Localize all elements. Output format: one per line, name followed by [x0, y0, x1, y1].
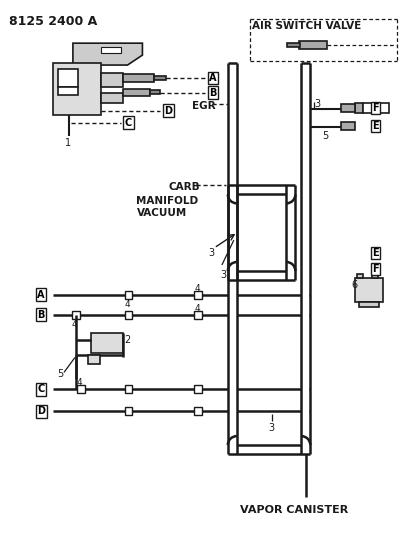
Text: 5: 5 — [321, 131, 328, 141]
Text: 8125 2400 A: 8125 2400 A — [9, 15, 97, 28]
Text: D: D — [37, 406, 45, 416]
Bar — [354, 103, 362, 113]
Text: B: B — [37, 310, 45, 320]
Text: 5: 5 — [57, 369, 63, 379]
Text: 3: 3 — [313, 99, 319, 109]
Bar — [340, 122, 354, 130]
Bar — [193, 291, 202, 299]
Bar — [124, 311, 132, 319]
Bar — [58, 69, 78, 87]
Bar — [90, 333, 122, 352]
Text: C: C — [37, 384, 45, 394]
Text: B: B — [209, 88, 216, 98]
Text: 4: 4 — [76, 378, 82, 387]
Bar — [287, 43, 300, 47]
Bar — [150, 91, 160, 94]
Bar — [76, 385, 85, 393]
Text: E: E — [372, 121, 378, 131]
Text: 3: 3 — [207, 248, 213, 258]
Bar — [193, 385, 202, 393]
Bar — [72, 311, 80, 319]
Text: 4: 4 — [193, 284, 199, 293]
Bar — [340, 104, 354, 112]
Bar — [101, 47, 120, 53]
Bar — [356, 274, 362, 278]
Text: F: F — [372, 103, 378, 113]
Bar — [101, 93, 122, 103]
Text: 4: 4 — [193, 304, 199, 313]
Text: 2: 2 — [124, 335, 130, 345]
Text: 4: 4 — [72, 320, 77, 329]
Bar — [124, 291, 132, 299]
Bar — [358, 302, 378, 307]
Text: D: D — [164, 106, 172, 116]
Text: EGR: EGR — [192, 101, 215, 111]
Text: F: F — [372, 264, 378, 274]
Text: 3: 3 — [268, 423, 274, 433]
Text: VACUUM: VACUUM — [136, 208, 186, 219]
Text: E: E — [372, 248, 378, 258]
Bar — [299, 41, 326, 49]
Text: CARB: CARB — [168, 182, 200, 192]
Bar — [101, 73, 122, 87]
Bar — [53, 63, 101, 115]
Text: 1: 1 — [65, 138, 71, 148]
Text: 4: 4 — [124, 300, 130, 309]
Text: A: A — [37, 290, 45, 300]
Bar — [124, 407, 132, 415]
Text: MANIFOLD: MANIFOLD — [136, 196, 198, 206]
Bar — [58, 87, 78, 95]
Bar — [354, 278, 382, 302]
Bar — [193, 311, 202, 319]
Bar — [362, 103, 388, 113]
Text: 3: 3 — [219, 270, 225, 280]
Bar — [193, 407, 202, 415]
Bar — [371, 274, 377, 278]
Bar — [154, 76, 166, 80]
Bar — [88, 354, 99, 365]
Bar — [122, 89, 150, 96]
Polygon shape — [73, 43, 142, 65]
Text: 6: 6 — [350, 280, 356, 290]
Bar — [124, 385, 132, 393]
Bar — [122, 74, 154, 82]
Text: A: A — [209, 73, 216, 83]
Text: C: C — [125, 118, 132, 128]
Text: AIR SWITCH VALVE: AIR SWITCH VALVE — [251, 21, 360, 31]
Text: VAPOR CANISTER: VAPOR CANISTER — [239, 505, 347, 515]
